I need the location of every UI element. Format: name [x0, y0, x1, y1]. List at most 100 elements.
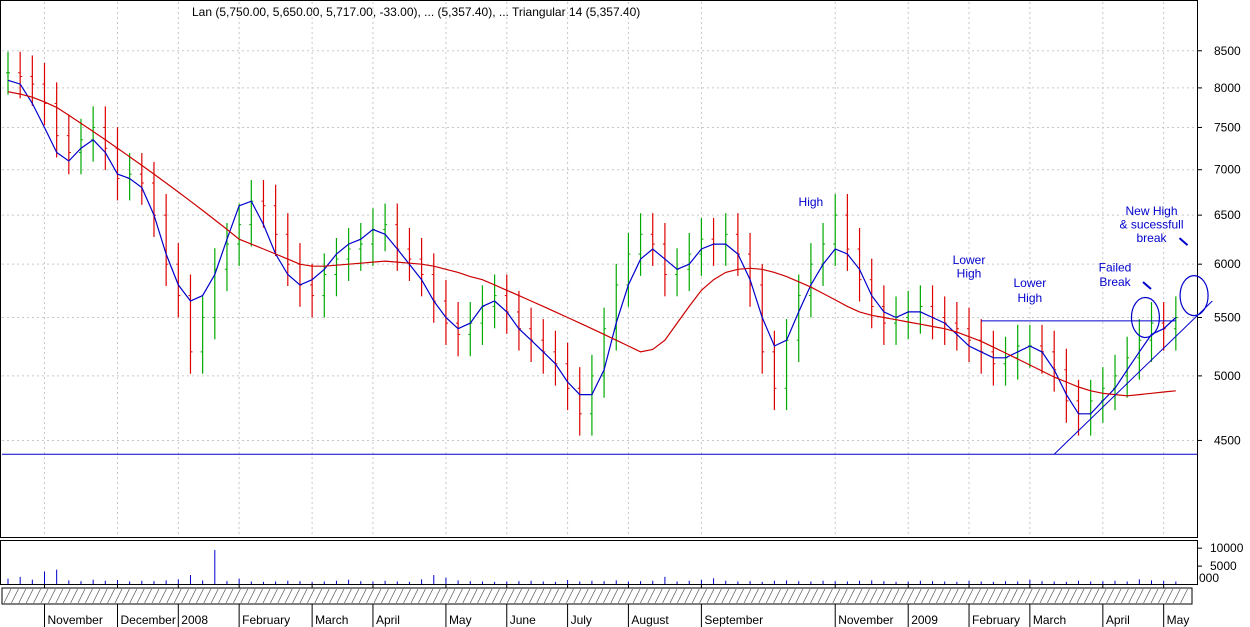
strip-hatch: [358, 588, 367, 604]
strip-hatch: [980, 588, 989, 604]
volume-corner-label: 000: [1199, 571, 1219, 585]
strip-hatch: [166, 588, 175, 604]
strip-hatch: [240, 588, 249, 604]
strip-hatch: [640, 588, 648, 604]
strip-hatch: [425, 588, 434, 604]
strip-hatch: [122, 588, 130, 604]
x-tick-label: February: [242, 613, 290, 627]
trend-line: [1053, 300, 1213, 455]
y-tick-label: 6500: [1214, 208, 1241, 222]
strip-hatch: [1165, 588, 1174, 604]
strip-hatch: [610, 588, 619, 604]
strip-hatch: [329, 588, 337, 604]
strip-hatch: [1069, 588, 1077, 604]
x-tick-label: May: [1167, 613, 1190, 627]
strip-hatch: [292, 588, 300, 604]
volume-bars: [7, 549, 1177, 584]
moving-average-lines: [7, 79, 1177, 415]
strip-hatch: [203, 588, 212, 604]
y-tick-label: 4500: [1214, 433, 1241, 447]
strip-hatch: [788, 588, 796, 604]
strip-hatch: [1158, 588, 1166, 604]
moving-average-line: [7, 91, 1176, 397]
annotation-label: Lower: [1014, 276, 1047, 290]
strip-hatch: [773, 588, 781, 604]
strip-hatch: [906, 588, 915, 604]
strip-hatch: [410, 588, 419, 604]
strip-hatch: [492, 588, 500, 604]
strip-hatch: [270, 588, 278, 604]
strip-hatch: [85, 588, 93, 604]
annotation-arrow: [1178, 237, 1189, 246]
strip-hatch: [1084, 588, 1092, 604]
strip-hatch: [647, 588, 656, 604]
strip-hatch: [1061, 588, 1070, 604]
strip-hatch: [950, 588, 959, 604]
strip-hatch: [366, 588, 374, 604]
strip-hatch: [196, 588, 204, 604]
strip-hatch: [862, 588, 870, 604]
volume-tick-label: 5000: [1210, 559, 1237, 573]
annotation-label: Break: [1099, 275, 1131, 289]
strip-hatch: [891, 588, 900, 604]
strip-hatch: [669, 588, 678, 604]
strip-hatch: [1010, 588, 1018, 604]
strip-hatch: [573, 588, 582, 604]
x-tick-label: December: [120, 613, 175, 627]
strip-hatch: [869, 588, 878, 604]
x-tick-label: May: [449, 613, 472, 627]
strip-hatch: [884, 588, 892, 604]
strip-hatch: [1047, 588, 1055, 604]
strip-hatch: [70, 588, 78, 604]
x-tick-label: March: [1033, 613, 1066, 627]
strip-hatch: [262, 588, 271, 604]
strip-hatch: [299, 588, 308, 604]
annotation-label: Lower: [953, 253, 986, 267]
strip-hatch: [11, 588, 19, 604]
strip-hatch: [114, 588, 123, 604]
strip-hatch: [854, 588, 863, 604]
strip-hatch: [536, 588, 545, 604]
strip-hatch: [321, 588, 330, 604]
strip-frame: [1, 587, 1193, 605]
strip-hatch: [225, 588, 234, 604]
strip-hatch: [314, 588, 323, 604]
annotation-arrow: [1142, 281, 1152, 290]
x-tick-label: November: [838, 613, 893, 627]
y-tick-label: 5000: [1214, 369, 1241, 383]
strip-hatch: [632, 588, 641, 604]
strip-hatch: [758, 588, 767, 604]
strip-hatch: [1172, 588, 1181, 604]
strip-hatch: [1143, 588, 1151, 604]
strip-hatch: [1076, 588, 1085, 604]
strip-hatch: [92, 588, 101, 604]
x-tick-label: July: [571, 613, 592, 627]
annotation-circle: [1130, 296, 1161, 339]
strip-hatch: [218, 588, 226, 604]
trend-lines: [2, 300, 1213, 455]
strip-hatch: [802, 588, 811, 604]
strip-hatch: [728, 588, 737, 604]
annotation-circle: [1179, 275, 1209, 317]
strip-hatch: [691, 588, 700, 604]
volume-panel-frame: [0, 540, 1198, 585]
strip-hatch: [144, 588, 152, 604]
strip-hatch: [1106, 588, 1114, 604]
strip-hatch: [973, 588, 981, 604]
annotation-label: High: [799, 195, 824, 209]
strip-hatch: [780, 588, 789, 604]
strip-hatch: [136, 588, 145, 604]
strip-hatch: [899, 588, 907, 604]
strip-hatch: [625, 588, 633, 604]
moving-average-line: [7, 79, 1177, 415]
strip-hatch: [588, 588, 596, 604]
strip-hatch: [307, 588, 315, 604]
strip-hatch: [477, 588, 485, 604]
strip-hatch: [677, 588, 685, 604]
strip-hatch: [995, 588, 1003, 604]
strip-hatch: [344, 588, 352, 604]
x-tick-label: April: [376, 613, 400, 627]
strip-hatch: [928, 588, 937, 604]
